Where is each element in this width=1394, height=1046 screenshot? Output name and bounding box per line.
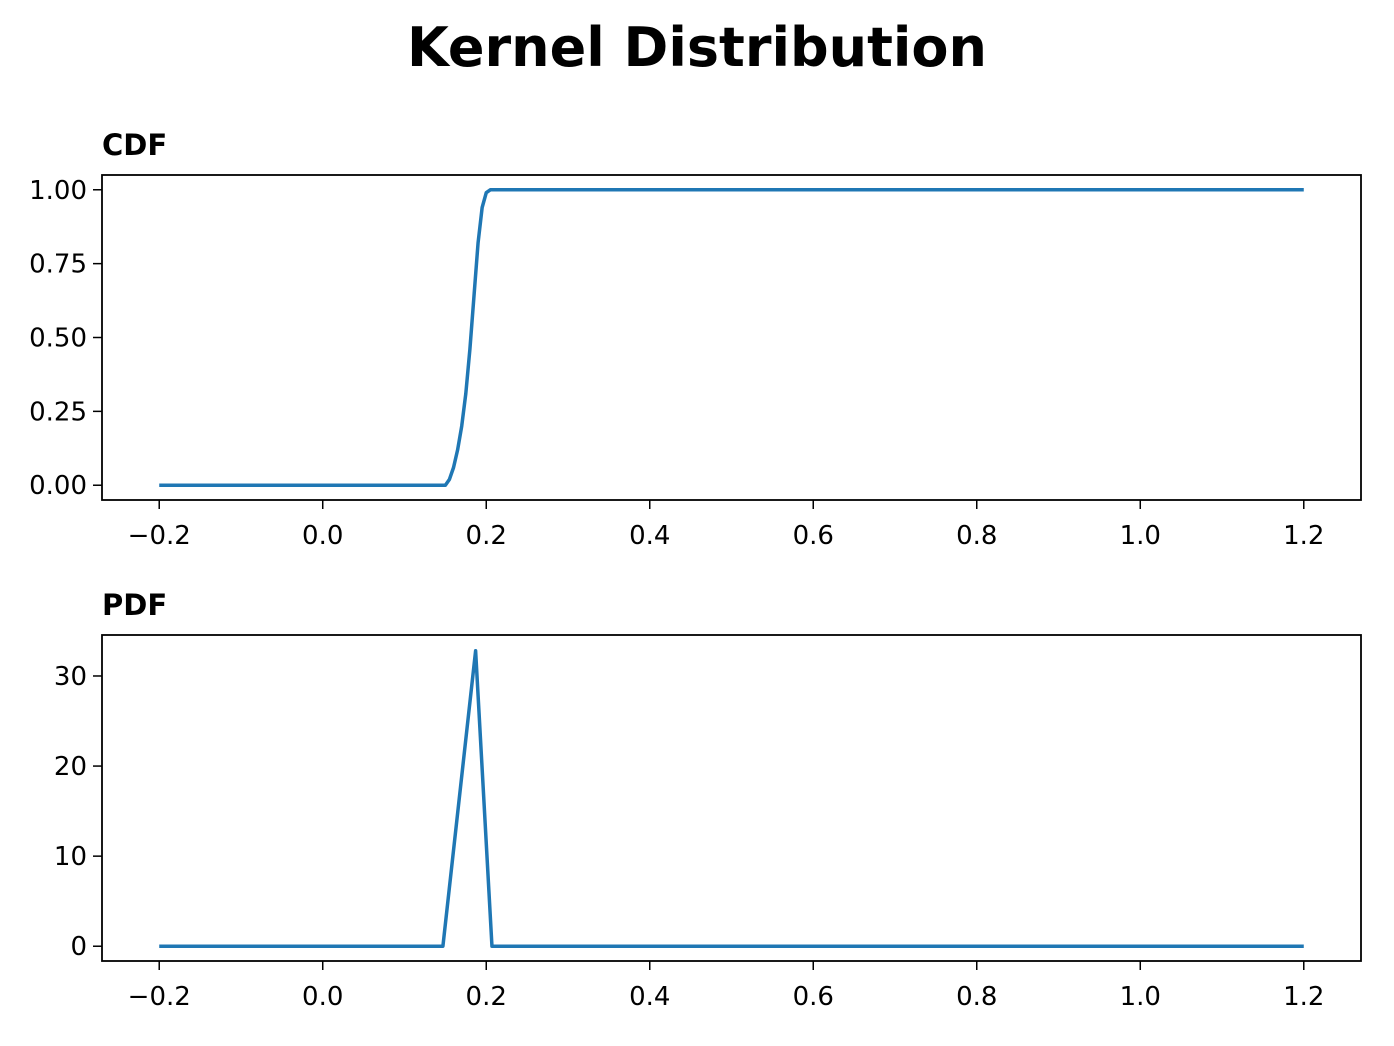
x-tick-label: 0.8 (956, 982, 997, 1012)
y-tick-label: 30 (54, 662, 87, 692)
y-tick-label: 0.50 (29, 324, 87, 354)
x-tick-label: 0.2 (466, 982, 507, 1012)
y-tick-label: 10 (54, 842, 87, 872)
x-tick-label: 1.0 (1120, 982, 1161, 1012)
x-tick-label: 1.2 (1283, 982, 1324, 1012)
y-tick-label: 0.75 (29, 250, 87, 280)
y-tick-label: 0.25 (29, 397, 87, 427)
y-tick-label: 0 (70, 932, 87, 962)
axes-frame (101, 634, 1362, 962)
figure-title: Kernel Distribution (407, 16, 987, 79)
x-tick-label: 0.6 (793, 521, 834, 551)
x-tick-label: 0.8 (956, 521, 997, 551)
subplot-title: CDF (102, 128, 167, 162)
x-tick-label: 0.6 (793, 982, 834, 1012)
x-tick-label: 0.4 (629, 521, 670, 551)
y-tick-label: 1.00 (29, 176, 87, 206)
axes-frame (101, 174, 1362, 501)
y-tick-label: 0.00 (29, 471, 87, 501)
y-tick-label: 20 (54, 752, 87, 782)
x-tick-label: 0.0 (302, 982, 343, 1012)
x-tick-label: 0.0 (302, 521, 343, 551)
x-tick-label: 0.2 (466, 521, 507, 551)
subplot-title: PDF (102, 588, 167, 622)
x-tick-label: −0.2 (128, 982, 191, 1012)
x-tick-label: 1.0 (1120, 521, 1161, 551)
line (159, 649, 1304, 948)
x-tick-label: 0.4 (629, 982, 670, 1012)
line (159, 188, 1304, 487)
x-tick-label: −0.2 (128, 521, 191, 551)
x-tick-label: 1.2 (1283, 521, 1324, 551)
